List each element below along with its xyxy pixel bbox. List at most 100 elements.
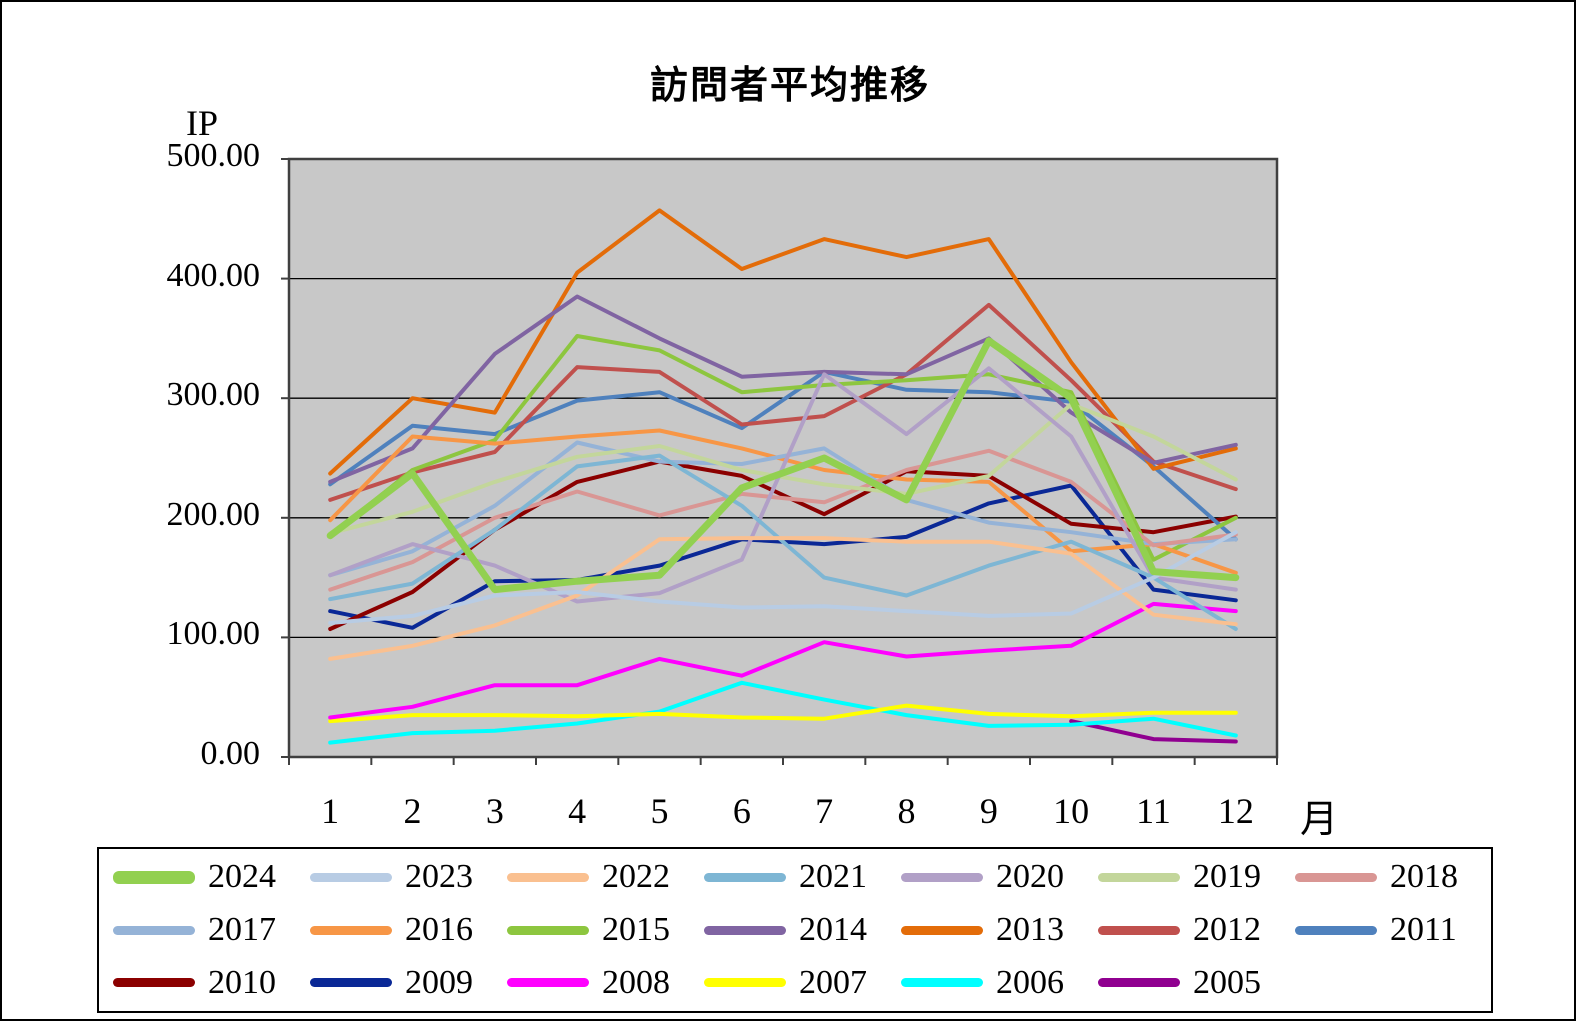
series-line-2024 — [326, 337, 1240, 594]
legend-swatch-2020 — [901, 872, 983, 882]
series-line-2020 — [328, 366, 1238, 604]
legend-swatch-2021 — [704, 872, 786, 882]
legend-label: 2022 — [602, 858, 670, 896]
legend-item-2010: 2010 — [113, 963, 310, 1001]
legend-item-2022: 2022 — [507, 860, 704, 894]
legend-label: 2024 — [208, 858, 276, 896]
series-line-2013 — [328, 208, 1238, 476]
legend-item-2016: 2016 — [310, 913, 507, 947]
y-axis-tick-label: 200.00 — [166, 495, 261, 533]
series-line-2016 — [328, 428, 1238, 575]
x-axis-tick-label: 5 — [650, 791, 669, 831]
legend-swatch-2010 — [113, 978, 195, 988]
legend-item-2006: 2006 — [901, 963, 1098, 1001]
legend-item-2013: 2013 — [901, 913, 1098, 947]
legend-label: 2006 — [996, 963, 1064, 1001]
series-line-2018 — [328, 448, 1238, 592]
series-line-2022 — [328, 536, 1238, 661]
legend-swatch-2012 — [1098, 925, 1180, 935]
legend-item-2018: 2018 — [1295, 860, 1492, 894]
x-axis-tick-label: 3 — [485, 791, 504, 831]
legend-label: 2013 — [996, 911, 1064, 948]
series-line-2006 — [328, 680, 1238, 745]
series-line-2007 — [328, 703, 1238, 724]
legend-label: 2016 — [405, 911, 473, 948]
legend-label: 2015 — [602, 911, 670, 948]
y-axis-tick-label: 500.00 — [166, 137, 261, 174]
legend-item-2009: 2009 — [310, 963, 507, 1001]
legend-label: 2010 — [208, 963, 276, 1001]
legend-item-2020: 2020 — [901, 860, 1098, 894]
legend-swatch-2005 — [1098, 978, 1180, 988]
x-axis-tick-label: 2 — [403, 791, 422, 831]
y-axis-tick-label: 400.00 — [166, 256, 261, 294]
legend-item-2023: 2023 — [310, 860, 507, 894]
x-axis-tick-label: 6 — [732, 791, 751, 831]
legend-label: 2008 — [602, 963, 670, 1001]
x-axis-tick-label: 9 — [979, 791, 998, 831]
legend-swatch-2019 — [1098, 872, 1180, 882]
legend-swatch-2015 — [507, 925, 589, 935]
legend-label: 2005 — [1193, 963, 1261, 1001]
legend-item-2015: 2015 — [507, 913, 704, 947]
legend-item-2017: 2017 — [113, 913, 310, 947]
series-line-2012 — [328, 302, 1238, 502]
legend-row: 2017 2016 2015 2014 2013 2012 2011 — [113, 904, 1491, 957]
legend-label: 2011 — [1390, 911, 1457, 948]
legend-item-2008: 2008 — [507, 963, 704, 1001]
legend-swatch-2023 — [310, 872, 392, 882]
legend-label: 2023 — [405, 858, 473, 896]
legend-swatch-2022 — [507, 872, 589, 882]
legend-row: 2010 2009 2008 2007 2006 2005 — [113, 956, 1491, 1009]
x-axis-tick-label: 12 — [1217, 791, 1254, 831]
legend: 2024 2023 2022 2021 2020 2019 2018 2017 2016 2015… — [97, 847, 1493, 1013]
x-axis-tick-label: 1 — [321, 791, 340, 831]
y-axis-tick-label: 0.00 — [200, 735, 261, 772]
legend-item-2007: 2007 — [704, 963, 901, 1001]
legend-label: 2019 — [1193, 858, 1261, 896]
legend-item-2021: 2021 — [704, 860, 901, 894]
legend-swatch-2016 — [310, 925, 392, 935]
legend-swatch-2018 — [1295, 872, 1377, 882]
legend-swatch-2011 — [1295, 925, 1377, 935]
y-axis-tick-label: 300.00 — [166, 376, 261, 414]
legend-item-2005: 2005 — [1098, 963, 1295, 1001]
legend-label: 2009 — [405, 963, 473, 1001]
x-axis-tick-label: 8 — [897, 791, 916, 831]
legend-label: 2021 — [799, 858, 867, 896]
legend-swatch-2007 — [704, 978, 786, 988]
legend-item-2011: 2011 — [1295, 913, 1492, 947]
legend-label: 2017 — [208, 911, 276, 948]
legend-swatch-2006 — [901, 978, 983, 988]
legend-swatch-2017 — [113, 925, 195, 935]
legend-swatch-2008 — [507, 978, 589, 988]
legend-item-2012: 2012 — [1098, 913, 1295, 947]
chart-title: 訪問者平均推移 — [649, 65, 930, 107]
x-axis-unit-label: 月 — [1300, 799, 1339, 841]
series-line-2023 — [328, 530, 1238, 625]
series-line-2005 — [1069, 719, 1238, 744]
series-line-2017 — [328, 440, 1238, 578]
legend-item-2019: 2019 — [1098, 860, 1295, 894]
legend-swatch-2013 — [901, 925, 983, 935]
x-axis-tick-label: 4 — [568, 791, 587, 831]
y-axis-tick-label: 100.00 — [166, 615, 261, 653]
legend-item-2024: 2024 — [113, 860, 310, 894]
legend-label: 2020 — [996, 858, 1064, 896]
legend-item-2014: 2014 — [704, 913, 901, 947]
legend-label: 2014 — [799, 911, 867, 948]
x-axis-tick-label: 11 — [1136, 791, 1171, 831]
x-axis-tick-label: 10 — [1053, 791, 1090, 831]
legend-label: 2012 — [1193, 911, 1261, 948]
x-axis-tick-label: 7 — [815, 791, 834, 831]
legend-row: 2024 2023 2022 2021 2020 2019 2018 — [113, 851, 1491, 904]
series-line-2021 — [328, 453, 1238, 631]
legend-swatch-2009 — [310, 978, 392, 988]
legend-label: 2018 — [1390, 858, 1458, 896]
legend-swatch-2024 — [113, 870, 195, 884]
legend-label: 2007 — [799, 963, 867, 1001]
y-axis-unit-label: IP — [185, 103, 218, 143]
legend-swatch-2014 — [704, 925, 786, 935]
